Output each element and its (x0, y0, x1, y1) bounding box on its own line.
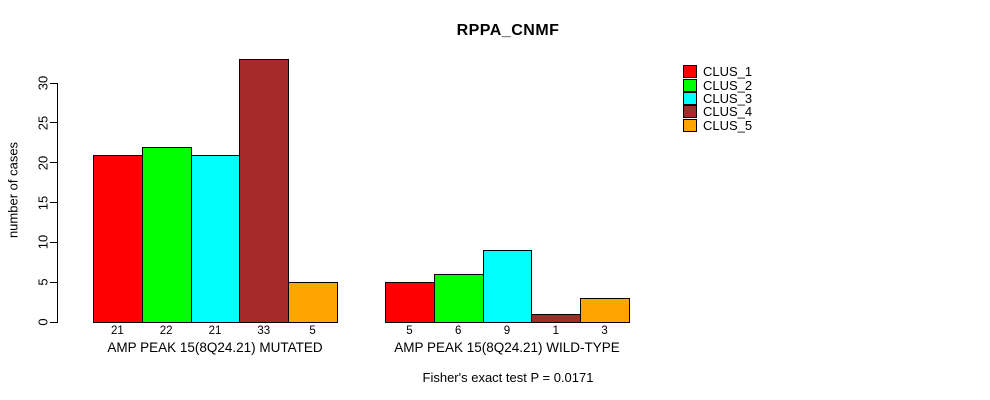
bar-value-label: 3 (601, 325, 608, 337)
y-axis-tick (50, 162, 57, 164)
bar-clus_4-mutated (239, 59, 290, 323)
y-axis-line (57, 83, 58, 323)
bar-value-label: 6 (454, 325, 462, 337)
fisher-test-caption: Fisher's exact test P = 0.0171 (422, 370, 594, 385)
legend: CLUS_1 CLUS_2 CLUS_3 CLUS_4 CLUS_5 (683, 65, 752, 132)
legend-item-clus_4: CLUS_4 (683, 104, 753, 120)
y-tick-label: 5 (35, 278, 51, 286)
bar-clus_5-mutated (288, 282, 338, 323)
y-axis-tick (50, 122, 57, 124)
legend-item-clus_1: CLUS_1 (683, 64, 753, 80)
y-tick-label: 20 (35, 155, 51, 170)
legend-item-clus_3: CLUS_3 (683, 90, 753, 106)
chart-title: RPPA_CNMF (456, 22, 560, 39)
bar-value-label: 21 (110, 325, 124, 337)
bar-clus_2-mutated (141, 146, 192, 323)
legend-item-clus_5: CLUS_5 (683, 117, 753, 133)
bar-value-label: 5 (309, 325, 316, 337)
y-axis-tick (50, 82, 57, 84)
y-tick-label: 30 (35, 75, 51, 91)
legend-swatch-clus_4 (683, 105, 697, 119)
group-label-mutated: AMP PEAK 15(8Q24.21) MUTATED (107, 340, 323, 355)
bar-clus_3-mutated (190, 154, 241, 323)
bar-clus_5-wild-type (580, 298, 630, 323)
bar-value-label: 1 (552, 325, 559, 337)
bar-value-label: 5 (406, 325, 413, 337)
legend-label: CLUS_2 (703, 77, 753, 93)
legend-label: CLUS_5 (703, 117, 753, 133)
group-label-wild-type: AMP PEAK 15(8Q24.21) WILD-TYPE (394, 340, 620, 355)
legend-label: CLUS_3 (703, 90, 753, 106)
bar-clus_2-wild-type (433, 274, 484, 323)
y-axis-tick (50, 202, 57, 203)
y-axis-tick (50, 321, 57, 323)
bar-clus_1-mutated (93, 154, 143, 323)
y-tick-label: 0 (35, 318, 51, 326)
legend-item-clus_2: CLUS_2 (683, 77, 753, 93)
y-axis-tick (50, 281, 57, 283)
bar-clus_4-wild-type (531, 314, 582, 323)
bar-value-label: 33 (257, 325, 271, 337)
legend-swatch-clus_1 (683, 65, 697, 79)
legend-label: CLUS_1 (703, 64, 753, 80)
legend-swatch-clus_5 (683, 118, 697, 132)
y-tick-label: 10 (35, 235, 51, 250)
bar-value-label: 22 (159, 325, 173, 337)
y-axis-tick (50, 241, 57, 243)
bar-clus_3-wild-type (482, 250, 533, 323)
legend-swatch-clus_2 (683, 78, 697, 92)
legend-label: CLUS_4 (703, 104, 753, 120)
bar-value-label: 9 (503, 325, 511, 337)
y-tick-label: 25 (35, 115, 51, 131)
bar-clus_1-wild-type (385, 282, 435, 323)
y-tick-label: 15 (35, 195, 51, 210)
bar-value-label: 21 (208, 325, 222, 337)
y-axis-label: number of cases (5, 141, 21, 239)
legend-swatch-clus_3 (683, 91, 697, 105)
